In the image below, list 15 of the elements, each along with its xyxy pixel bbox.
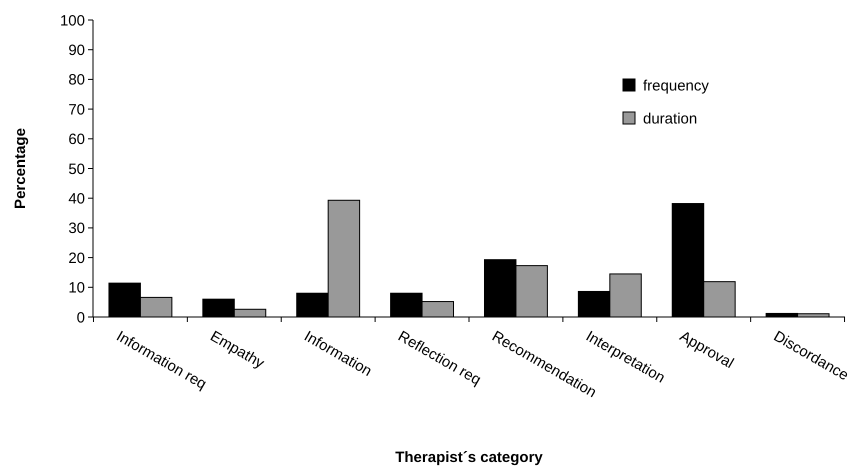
y-tick-label: 10 <box>68 280 85 297</box>
y-axis-title: Percentage <box>12 128 29 209</box>
y-tick-label: 0 <box>76 309 85 326</box>
y-tick-label: 70 <box>68 101 85 118</box>
y-tick-label: 90 <box>68 42 85 59</box>
legend-label: frequency <box>643 77 710 94</box>
y-tick-label: 20 <box>68 250 85 267</box>
y-tick-label: 100 <box>60 12 85 30</box>
y-tick-label: 80 <box>68 72 85 89</box>
y-tick-label: 30 <box>68 220 85 238</box>
y-tick-label: 50 <box>68 160 85 178</box>
y-tick-label: 60 <box>68 131 85 148</box>
legend-label: duration <box>643 110 698 128</box>
y-tick-label: 40 <box>68 190 85 208</box>
x-axis-title: Therapist´s category <box>395 449 544 466</box>
